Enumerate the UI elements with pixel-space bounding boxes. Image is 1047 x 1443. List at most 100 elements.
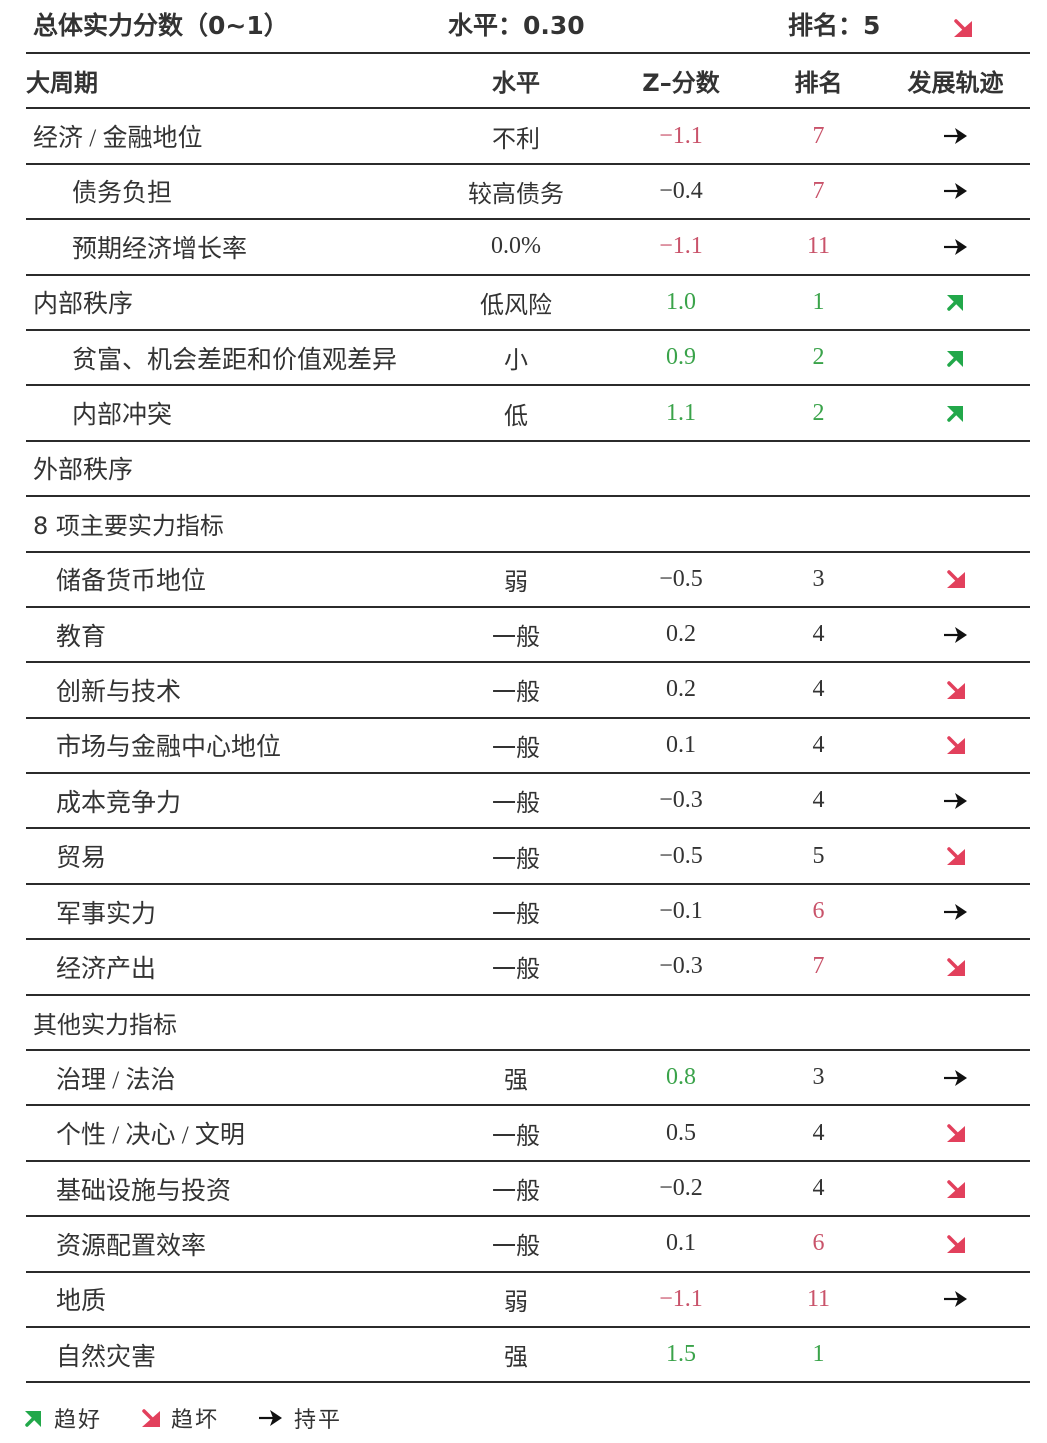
table-row: 自然灾害强 1.5 1 [26,1325,1030,1384]
trajectory-cell [881,938,1030,995]
level-cell: 一般 [426,1104,606,1161]
rank-cell: 4 [756,716,881,774]
table-row: 外部秩序 [26,439,1030,497]
trajectory-cell [881,1270,1030,1327]
zscore-cell [606,439,756,497]
level-cell: 小 [426,328,606,386]
trajectory-cell [881,827,1030,884]
trend-down-icon [946,569,966,589]
table-header-row: 大周期 水平 Z–分数 排名 发展轨迹 [26,51,1030,109]
level-cell: 弱 [426,1270,606,1327]
trend-down-icon [946,1179,966,1199]
trend-flat-icon [943,902,969,922]
zscore-cell: 0.2 [606,661,756,718]
header-cycle: 大周期 [26,51,426,109]
level-cell: 一般 [426,1159,606,1217]
rank-cell [756,439,881,497]
indicator-name: 经济 / 金融地位 [26,107,426,164]
level-cell: 强 [426,1049,606,1106]
rank-cell: 6 [756,882,881,940]
trend-flat-icon [943,791,969,811]
trend-flat-icon [943,1068,969,1088]
table-row: 教育 一般 0.2 4 [26,605,1030,663]
section-row: 其他实力指标 [26,993,1030,1051]
zscore-cell: 0.2 [606,605,756,663]
zscore-cell: 1.1 [606,384,756,441]
header-zscore: Z–分数 [606,51,756,109]
trend-down-icon [953,18,973,43]
zscore-cell: −0.5 [606,827,756,884]
indicator-name: 贸易 [26,827,426,884]
level-cell: 一般 [426,938,606,995]
indicator-name: 外部秩序 [26,439,426,497]
level-cell: 低 [426,384,606,441]
level-cell: 一般 [426,1215,606,1272]
zscore-cell: −0.2 [606,1159,756,1217]
legend-item: 持平 [258,1402,342,1434]
table-row: 地质弱 −1.1 11 [26,1270,1030,1327]
legend-item: 趋坏 [141,1402,219,1434]
rank-cell: 7 [756,938,881,995]
trend-flat-icon [943,237,969,257]
level-cell [426,439,606,497]
indicator-name: 成本竞争力 [26,772,426,829]
section-title: 8 项主要实力指标 [26,495,1030,552]
legend-label: 趋好 [54,1407,103,1432]
zscore-cell: −0.3 [606,772,756,829]
indicator-name: 治理 / 法治 [26,1049,426,1106]
indicator-name: 教育 [26,605,426,663]
table-row: 债务负担 较高债务 −0.4 7 [26,162,1030,220]
indicator-name: 市场与金融中心地位 [26,716,426,774]
trend-down-icon [946,846,966,866]
trend-flat-icon [943,181,969,201]
section-title: 其他实力指标 [26,993,1030,1051]
level-cell: 一般 [426,772,606,829]
table-row: 贸易 一般 −0.5 5 [26,827,1030,884]
zscore-cell: 0.1 [606,1215,756,1272]
trend-down-icon [946,1234,966,1254]
indicator-name: 创新与技术 [26,661,426,718]
table-row: 储备货币地位弱 −0.5 3 [26,550,1030,607]
table-row: 内部秩序 低风险 1.0 1 [26,273,1030,330]
indicator-name: 预期经济增长率 [26,218,426,275]
rank-cell: 4 [756,1159,881,1217]
zscore-cell: −0.1 [606,882,756,940]
level-cell: 弱 [426,550,606,607]
table-row: 成本竞争力 一般 −0.3 4 [26,772,1030,829]
level-cell: 强 [426,1325,606,1384]
indicator-name: 储备货币地位 [26,550,426,607]
level-cell: 一般 [426,716,606,774]
table-row: 创新与技术 一般 0.2 4 [26,661,1030,718]
indicator-name: 地质 [26,1270,426,1327]
trajectory-cell [881,107,1030,164]
trend-down-icon [946,957,966,977]
indicator-name: 贫富、机会差距和价值观差异 [26,328,426,386]
zscore-cell: 0.9 [606,328,756,386]
level-cell: 一般 [426,661,606,718]
level-cell: 一般 [426,882,606,940]
level-cell: 低风险 [426,273,606,330]
header-level: 水平 [426,51,606,109]
table-row: 治理 / 法治强 0.8 3 [26,1049,1030,1106]
trajectory-cell [881,661,1030,718]
summary-bar: 总体实力分数（0~1） 水平：0.30 排名：5 [0,0,1047,52]
zscore-cell: 0.1 [606,716,756,774]
indicator-name: 基础设施与投资 [26,1159,426,1217]
trajectory-cell [881,550,1030,607]
trajectory-cell [881,273,1030,330]
trajectory-cell [881,1159,1030,1217]
table-row: 经济产出 一般 −0.3 7 [26,938,1030,995]
rank-cell: 3 [756,550,881,607]
rank-cell: 5 [756,827,881,884]
trajectory-cell [881,882,1030,940]
level-cell: 较高债务 [426,162,606,220]
indicator-name: 军事实力 [26,882,426,940]
trend-up-icon [946,403,966,423]
trajectory-cell [881,162,1030,220]
trend-up-icon [946,292,966,312]
rank-cell: 3 [756,1049,881,1106]
table-row: 个性 / 决心 / 文明 一般 0.5 4 [26,1104,1030,1161]
legend-label: 趋坏 [171,1407,220,1432]
zscore-cell: 0.5 [606,1104,756,1161]
rank-cell: 1 [756,273,881,330]
